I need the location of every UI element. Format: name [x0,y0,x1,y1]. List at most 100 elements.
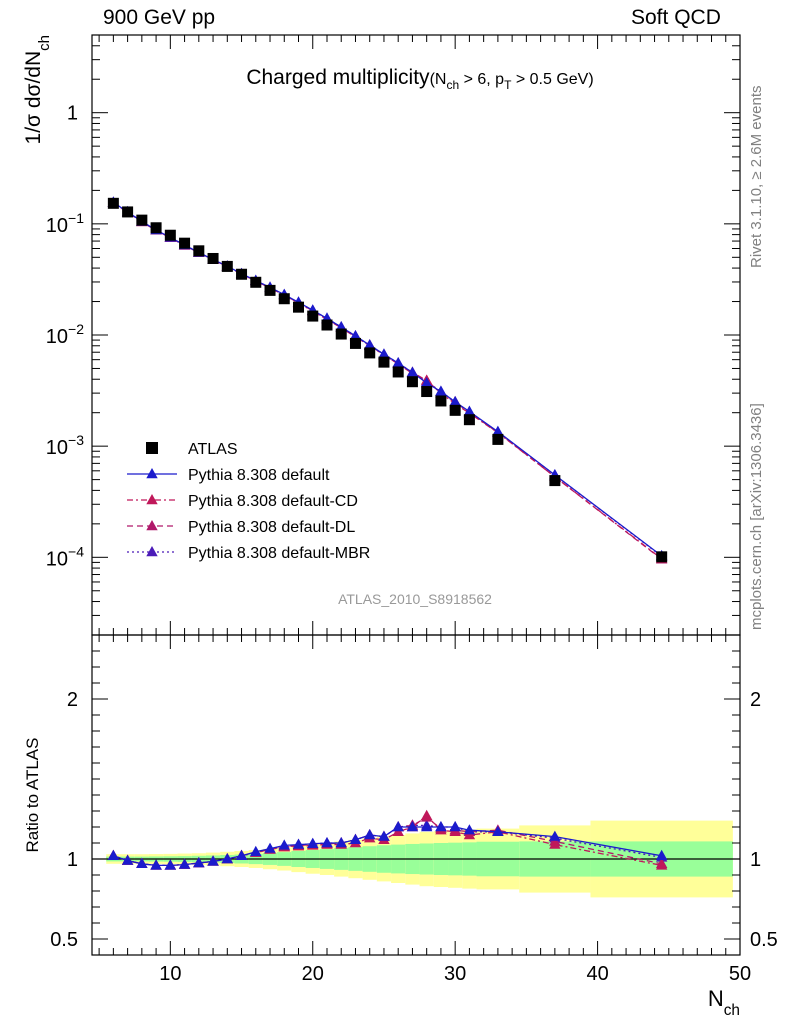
data-point [378,830,390,841]
x-tick-label: 50 [729,963,751,985]
data-point [364,339,376,350]
data-point [335,837,347,848]
data-point [420,376,433,388]
header-right: Soft QCD [631,6,721,29]
data-point [207,855,219,866]
data-point [193,857,205,868]
y-tick-label: 10−2 [46,321,84,348]
data-point [107,849,120,860]
legend-marker [146,468,158,479]
data-point [435,821,447,832]
data-point [292,838,305,849]
data-point [321,319,333,331]
data-point [150,222,162,234]
data-point [463,405,476,416]
ratio-y-tick-label: 0.5 [50,929,78,951]
legend-label: Pythia 8.308 default-MBR [188,545,370,562]
data-point [378,356,390,368]
legend-marker [146,520,158,531]
ratio-y-tick-label-right: 1 [750,849,761,871]
data-point [406,376,418,388]
data-point [164,859,177,870]
data-point [463,824,476,835]
data-point [463,414,475,426]
ratio-y-axis-label: Ratio to ATLAS [23,738,42,853]
data-point [420,821,433,832]
x-tick-label: 20 [302,963,324,985]
analysis-watermark: ATLAS_2010_S8918562 [338,591,492,607]
data-point [392,356,404,368]
data-point [335,328,347,340]
y-tick-label: 10−3 [46,432,84,459]
data-point [221,260,233,272]
x-tick-label: 10 [159,963,181,985]
data-point [250,276,262,288]
data-point [364,347,376,359]
data-point [193,245,205,257]
data-point [421,386,433,398]
data-point [150,859,162,870]
data-point [264,284,276,296]
data-point [236,268,248,280]
legend-label: Pythia 8.308 default-CD [188,493,358,510]
data-point [207,252,219,264]
main-series-atlas [107,197,668,563]
ratio-series-pythia-8-308-default [107,821,668,870]
data-point [492,433,504,445]
chart-title: Charged multiplicity(Nch > 6, pT > 0.5 G… [246,66,593,92]
data-point [364,829,376,840]
legend-marker [146,546,158,557]
data-point [349,337,361,349]
y-tick-label: 10−4 [46,543,84,570]
data-point [549,838,561,849]
data-point [278,839,290,850]
data-point [321,837,333,848]
data-point [435,395,447,407]
data-point [492,425,504,436]
data-point [406,821,419,832]
data-point [549,830,561,841]
legend-marker [146,494,158,505]
header-left: 900 GeV pp [103,6,216,29]
data-point [164,229,176,241]
data-point [178,858,191,869]
data-point [349,329,362,341]
data-point [549,475,561,487]
data-point [435,385,447,396]
x-tick-label: 40 [586,963,608,985]
legend-label: Pythia 8.308 default-DL [188,519,355,536]
data-point [121,854,134,865]
data-point [278,293,290,305]
data-point [406,366,419,377]
x-tick-label: 30 [444,963,466,985]
data-point [392,821,404,832]
ratio-y-tick-label-right: 2 [750,689,761,711]
legend-label: ATLAS [188,441,238,458]
data-point [264,842,276,853]
data-point [655,849,668,860]
data-point [307,837,319,848]
legend-marker [146,442,158,454]
data-point [492,825,504,836]
data-point [656,551,668,563]
data-point [293,301,305,313]
data-point [449,821,461,832]
y-axis-label: 1/σ dσ/dNch [22,35,53,144]
data-point [235,849,248,860]
data-point [392,366,404,378]
ratio-y-tick-label: 1 [67,849,78,871]
data-point [307,310,319,322]
data-point [420,809,433,820]
ratio-y-tick-label-right: 0.5 [750,929,778,951]
data-point [378,348,390,359]
ratio-y-tick-label: 2 [67,689,78,711]
data-point [179,237,191,249]
ratio-frame [91,634,741,956]
data-point [136,857,148,868]
x-axis-label: Nch [708,986,740,1019]
data-point [107,197,119,209]
data-point [655,859,668,870]
y-tick-label: 10−1 [46,210,84,237]
data-point [449,404,461,416]
data-point [221,853,233,864]
